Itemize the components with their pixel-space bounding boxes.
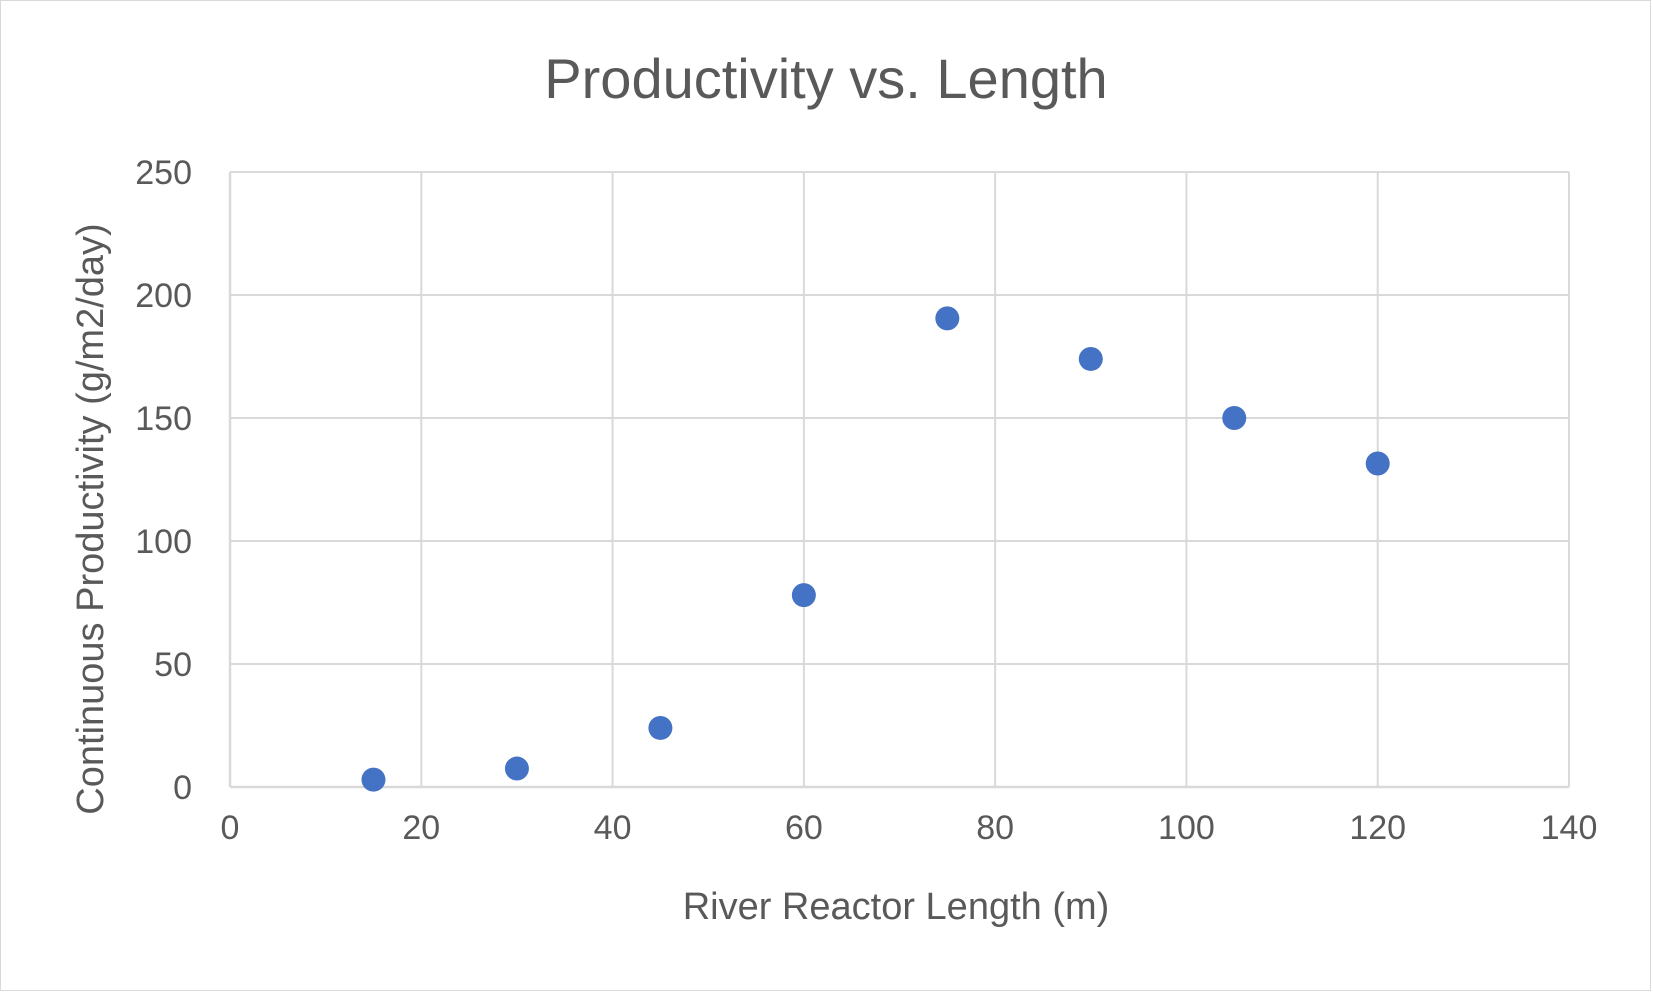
data-points bbox=[361, 306, 1390, 792]
y-tick-label: 100 bbox=[135, 523, 192, 561]
data-point bbox=[361, 767, 386, 792]
y-axis-title: Continuous Productivity (g/m2/day) bbox=[70, 223, 112, 814]
x-tick-label: 0 bbox=[221, 809, 240, 847]
x-tick-label: 120 bbox=[1349, 809, 1406, 847]
data-point bbox=[648, 715, 673, 740]
x-axis-title: River Reactor Length (m) bbox=[683, 886, 1110, 928]
y-tick-label: 250 bbox=[135, 154, 192, 192]
y-tick-label: 0 bbox=[173, 769, 192, 807]
axes bbox=[228, 172, 1569, 789]
y-tick-label: 200 bbox=[135, 277, 192, 315]
x-tick-label: 20 bbox=[402, 809, 440, 847]
x-tick-label: 80 bbox=[976, 809, 1014, 847]
x-tick-label: 40 bbox=[594, 809, 632, 847]
data-point bbox=[935, 306, 960, 331]
data-point bbox=[1222, 406, 1247, 430]
x-tick-label: 60 bbox=[785, 809, 823, 847]
y-tick-label: 50 bbox=[154, 646, 192, 684]
gridlines bbox=[230, 171, 1570, 787]
x-tick-label: 140 bbox=[1541, 809, 1598, 847]
y-tick-label: 150 bbox=[135, 400, 192, 438]
data-point bbox=[1078, 346, 1103, 371]
data-point bbox=[791, 583, 816, 608]
tick-labels: 0 50 100 150 200 250 0 20 40 60 80 100 120 140 bbox=[135, 154, 1597, 847]
chart-title: Productivity vs. Length bbox=[544, 47, 1107, 110]
data-point bbox=[1365, 451, 1390, 476]
data-point bbox=[504, 756, 529, 781]
x-tick-label: 100 bbox=[1158, 809, 1215, 847]
